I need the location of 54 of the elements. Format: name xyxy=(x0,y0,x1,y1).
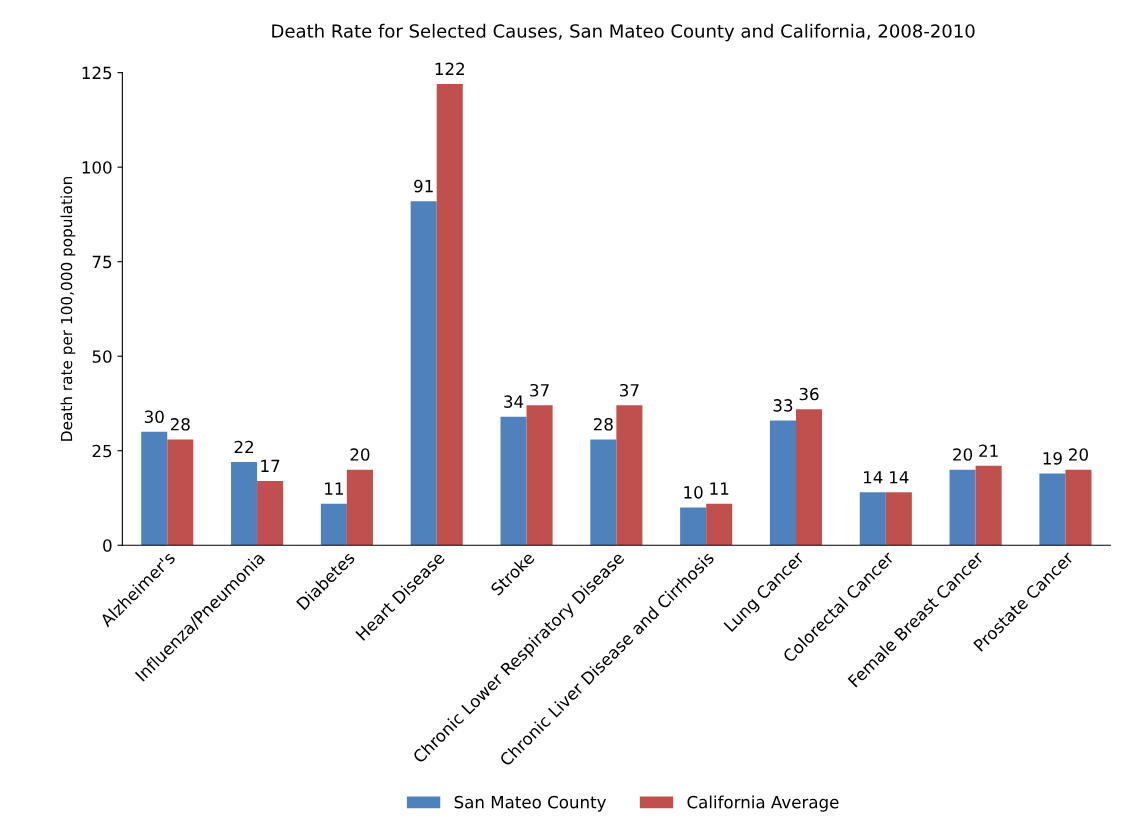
y-tick-label: 0 xyxy=(103,539,112,552)
bar xyxy=(500,416,527,546)
chart-title: Death Rate for Selected Causes, San Mateo County and California, 2008-2010 xyxy=(272,23,975,42)
bar xyxy=(616,405,643,546)
bar xyxy=(795,409,823,546)
data-label: 20 xyxy=(350,448,370,461)
bar xyxy=(320,503,347,546)
data-label: 11 xyxy=(710,482,729,495)
data-label: 37 xyxy=(530,383,549,397)
y-tick-label: 100 xyxy=(82,161,112,174)
data-label: 10 xyxy=(684,486,703,499)
bar xyxy=(141,431,168,546)
data-label: 122 xyxy=(435,62,464,75)
bar xyxy=(885,492,912,546)
data-label: 30 xyxy=(144,410,164,424)
y-tick-label: 75 xyxy=(92,255,112,269)
bar xyxy=(526,405,553,546)
bar xyxy=(975,465,1002,546)
data-label: 20 xyxy=(1069,448,1088,461)
bar xyxy=(1039,473,1066,546)
bar xyxy=(680,507,707,546)
data-label: 28 xyxy=(170,418,190,431)
y-tick-label: 25 xyxy=(92,444,112,458)
data-label: 14 xyxy=(864,471,883,484)
bar xyxy=(410,201,437,546)
data-label: 14 xyxy=(890,471,909,484)
y-axis-title: Death rate per 100,000 population xyxy=(60,176,76,441)
y-tick-label: 50 xyxy=(92,350,112,363)
data-label: 91 xyxy=(414,179,433,193)
bar xyxy=(231,462,258,546)
bar xyxy=(769,420,796,546)
bar xyxy=(167,439,194,546)
data-label: 19 xyxy=(1043,452,1062,465)
bar xyxy=(859,492,886,546)
bar xyxy=(949,469,976,546)
data-label: 17 xyxy=(261,459,280,472)
data-label: 33 xyxy=(773,399,793,412)
data-label: 36 xyxy=(799,387,819,401)
bar xyxy=(1065,469,1092,546)
data-label: 28 xyxy=(593,418,613,431)
legend-label: California Average xyxy=(687,795,839,812)
legend-label: San Mateo County xyxy=(454,795,606,812)
bar xyxy=(590,439,617,546)
data-label: 11 xyxy=(325,482,343,495)
bar xyxy=(346,469,373,546)
data-label: 22 xyxy=(234,440,253,454)
data-label: 21 xyxy=(979,444,998,457)
y-tick-label: 125 xyxy=(82,66,112,80)
data-label: 20 xyxy=(953,448,973,461)
data-label: 37 xyxy=(620,383,639,397)
bar xyxy=(436,83,463,546)
data-label: 34 xyxy=(504,395,524,408)
bar xyxy=(257,480,284,546)
bar xyxy=(706,503,733,546)
